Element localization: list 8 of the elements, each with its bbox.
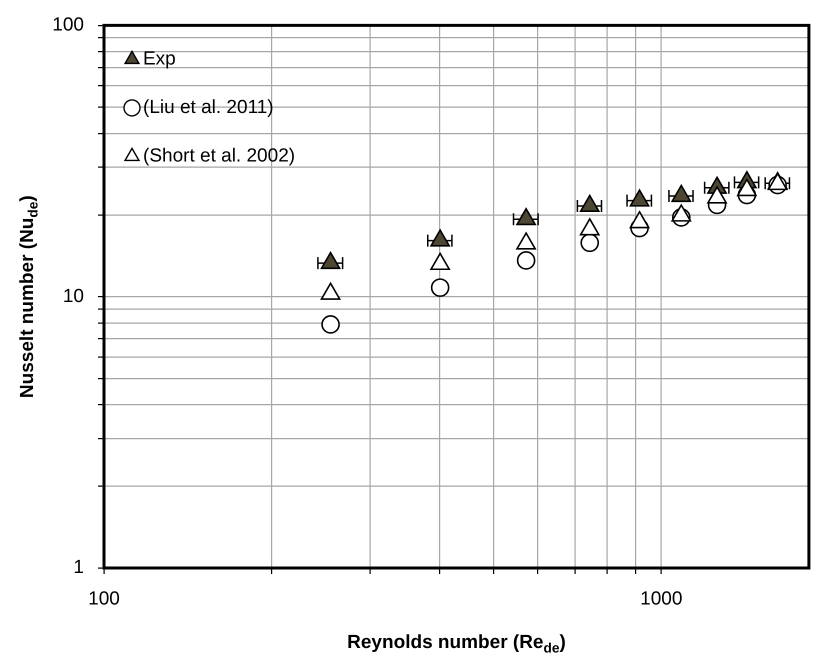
legend-label: Exp (143, 48, 176, 70)
x-tick-label: 1000 (640, 588, 682, 610)
y-tick-label: 1 (73, 557, 84, 578)
y-tick-label: 100 (52, 14, 84, 36)
legend-label: (Short et al. 2002) (143, 146, 296, 167)
y-axis-title: Nusselt number (Nude) (17, 195, 40, 398)
y-tick-label: 10 (62, 286, 84, 307)
legend-label: (Liu et al. 2011) (143, 97, 274, 118)
